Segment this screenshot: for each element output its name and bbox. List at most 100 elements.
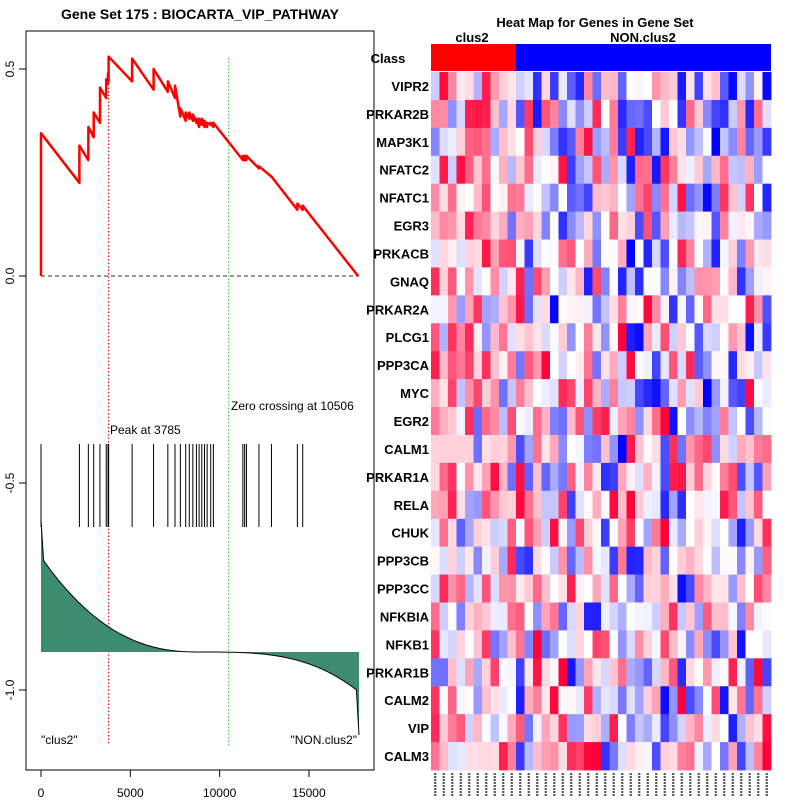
heat-map-cell [575, 155, 585, 185]
heat-map-cell [575, 602, 585, 631]
enrichment-plot-title: Gene Set 175 : BIOCARTA_VIP_PATHWAY [61, 6, 340, 22]
heat-map-cell [728, 574, 738, 603]
heat-map-cell [592, 72, 602, 101]
heat-map-cell [737, 267, 746, 296]
heat-map-cell [737, 239, 746, 268]
heat-map-cell [754, 239, 763, 268]
heat-map-cell [490, 490, 500, 520]
heat-map-row-label: PLCG1 [386, 330, 429, 345]
heat-map-cell [694, 658, 704, 687]
heat-map-cell [660, 99, 670, 129]
heat-map-cell [618, 462, 627, 492]
heat-map-cell [541, 379, 551, 408]
heat-map-cell [448, 714, 457, 743]
heat-map-cell [584, 518, 593, 548]
heat-map-cell [635, 183, 644, 212]
heat-map-cell [618, 742, 627, 771]
heat-map-cell [762, 239, 772, 268]
heat-map-cell [618, 518, 627, 548]
heat-map-cell [541, 323, 551, 352]
heat-map-cell [626, 574, 636, 603]
heat-map-cell [584, 323, 593, 352]
heat-map-cell [473, 351, 483, 380]
heat-map-cell [711, 267, 721, 296]
heat-map-cell [567, 462, 576, 492]
heat-map-cell [524, 72, 534, 101]
heat-map-cell [431, 379, 440, 408]
heat-map-row-label: CALM2 [384, 693, 429, 708]
heat-map-cell [507, 518, 517, 548]
heat-map-cell [431, 462, 440, 492]
heat-map-cell [558, 742, 568, 771]
heat-map-cell [643, 630, 653, 659]
heat-map-cell [567, 267, 576, 296]
heat-map-cell [550, 518, 559, 548]
heat-map-cell [694, 490, 704, 520]
heat-map-cell [635, 323, 644, 352]
heat-map-cell [592, 211, 602, 240]
heat-map-cell [762, 490, 772, 520]
heat-map-cell [482, 183, 491, 212]
heat-map-cell [635, 127, 644, 157]
heat-map-cell [652, 379, 661, 408]
heat-map-cell [754, 211, 763, 240]
heat-map-cell [728, 518, 738, 548]
heat-map-row-label: PRKAR1A [366, 470, 429, 485]
heat-map-cell [720, 714, 729, 743]
heat-map-cell [754, 686, 763, 715]
heat-map-cell [728, 239, 738, 268]
heat-map-cell [728, 127, 738, 157]
heat-map-cell [567, 99, 576, 129]
heat-map-cell [448, 658, 457, 687]
heat-map-cell [609, 518, 619, 548]
heat-map-cell [711, 714, 721, 743]
class-right-annotation: "NON.clus2" [290, 733, 357, 747]
heat-map-cell [643, 99, 653, 129]
heat-map-cell [499, 742, 508, 771]
heat-map-cell [550, 714, 559, 743]
heat-map-cell [660, 407, 670, 436]
heat-map-cell [618, 155, 627, 185]
heat-map-cell [567, 518, 576, 548]
heat-map-cell [465, 295, 474, 324]
heat-map-cell [737, 518, 746, 548]
heat-map-cell [711, 323, 721, 352]
heat-map-cell [669, 574, 678, 603]
heat-map-cell [609, 490, 619, 520]
heat-map-cell [703, 155, 712, 185]
heat-map-cell [669, 127, 678, 157]
heat-map-cell [643, 574, 653, 603]
heat-map-cell [507, 574, 517, 603]
heat-map-cell [567, 295, 576, 324]
heat-map-cell [558, 295, 568, 324]
heat-map-cell [431, 155, 440, 185]
heat-map-cell [643, 434, 653, 464]
heat-map-cell [660, 379, 670, 408]
heat-map-cell [541, 127, 551, 157]
heat-map-cell [762, 546, 772, 575]
heat-map-cell [507, 742, 517, 771]
heat-map-cell [448, 742, 457, 771]
heat-map-cell [558, 686, 568, 715]
heat-map-cell [720, 72, 729, 101]
heat-map-cell [482, 602, 491, 631]
heat-map-cell [567, 546, 576, 575]
heat-map-cell [762, 742, 772, 771]
heat-map-cell [635, 295, 644, 324]
heat-map-cell [669, 658, 678, 687]
heat-map-cell [516, 518, 525, 548]
heat-map-cell [626, 546, 636, 575]
heat-map-cell [686, 183, 695, 212]
heat-map-cell [465, 686, 474, 715]
heat-map-cell [618, 546, 627, 575]
heat-map-cell [592, 490, 602, 520]
heat-map-cell [448, 351, 457, 380]
heat-map-cell [541, 211, 551, 240]
heat-map-cell [601, 686, 610, 715]
heat-map-cell [635, 99, 644, 129]
heat-map-cell [524, 602, 534, 631]
zero-crossing-annotation: Zero crossing at 10506 [231, 399, 354, 413]
heat-map-cell [584, 379, 593, 408]
heat-map-cell [711, 602, 721, 631]
heat-map-cell [541, 490, 551, 520]
